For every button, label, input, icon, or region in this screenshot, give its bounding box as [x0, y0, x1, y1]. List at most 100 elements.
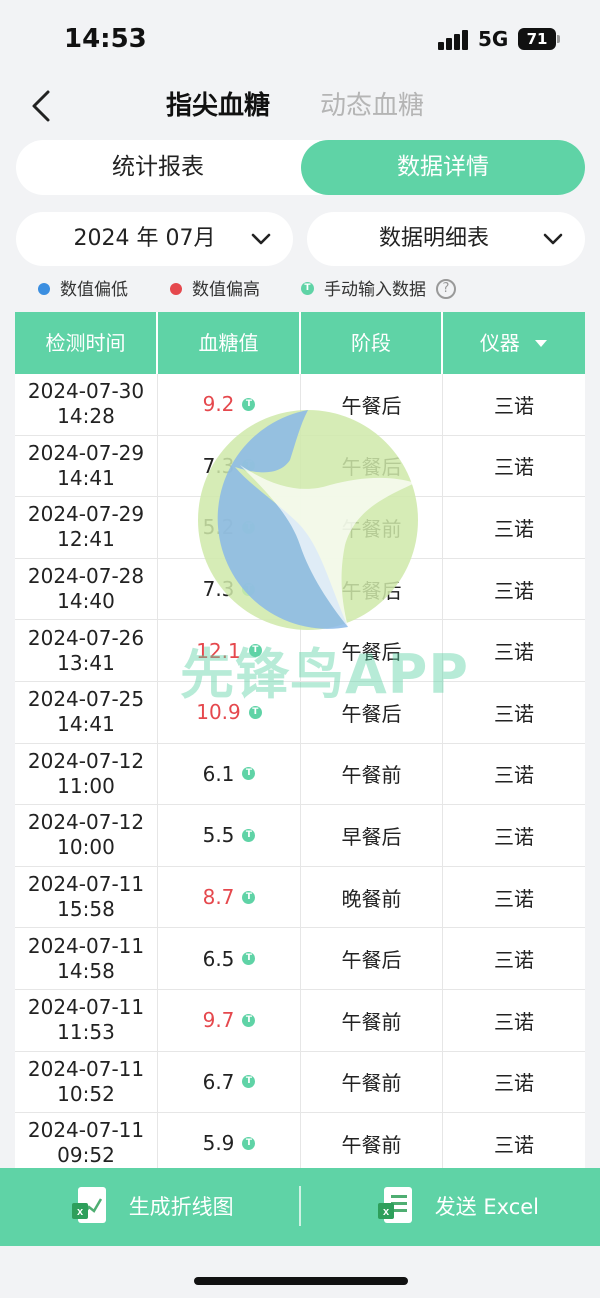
home-indicator	[194, 1277, 408, 1285]
cell-stage: 午餐后	[301, 928, 443, 989]
row-date: 2024-07-29	[27, 502, 145, 527]
segment-statistics-report[interactable]: 统计报表	[112, 154, 204, 180]
cell-test-time: 2024-07-29 12:41	[15, 497, 158, 558]
cell-test-time: 2024-07-26 13:41	[15, 620, 158, 681]
cell-device: 三诺	[443, 744, 585, 805]
table-row[interactable]: 2024-07-11 14:58 6.5 T 午餐后 三诺	[15, 928, 585, 990]
row-stage: 午餐后	[341, 948, 402, 973]
cell-test-time: 2024-07-11 11:53	[15, 989, 158, 1051]
row-device: 三诺	[494, 640, 534, 665]
manual-input-icon: T	[242, 767, 256, 781]
manual-input-icon: T	[242, 582, 256, 596]
row-device: 三诺	[494, 516, 534, 541]
cell-glucose-value: 5.2 T	[158, 497, 301, 558]
row-time: 12:41	[57, 527, 115, 552]
cell-device: 三诺	[443, 682, 585, 743]
legend-low: 数值偏低	[38, 278, 128, 302]
row-stage: 午餐后	[341, 455, 402, 480]
cell-stage: 午餐前	[301, 1051, 443, 1113]
row-time: 11:53	[57, 1020, 115, 1045]
generate-line-chart-button[interactable]: x 生成折线图	[70, 1168, 234, 1246]
row-date: 2024-07-11	[27, 872, 145, 897]
row-stage: 早餐后	[341, 824, 402, 849]
row-stage: 午餐前	[341, 1071, 402, 1096]
segment-data-details[interactable]: 数据详情	[301, 140, 585, 195]
table-row[interactable]: 2024-07-12 11:00 6.1 T 午餐前 三诺	[15, 743, 585, 806]
table-row[interactable]: 2024-07-30 14:28 9.2 T 午餐后 三诺	[15, 374, 585, 436]
signal-icon	[438, 30, 470, 50]
table-row[interactable]: 2024-07-11 11:53 9.7 T 午餐前 三诺	[15, 989, 585, 1052]
glucose-value: 6.1	[202, 761, 235, 786]
table-row[interactable]: 2024-07-29 12:41 5.2 T 午餐前 三诺	[15, 497, 585, 559]
table-row[interactable]: 2024-07-11 15:58 8.7 T 晚餐前 三诺	[15, 866, 585, 929]
manual-input-icon: T	[242, 520, 256, 534]
help-icon[interactable]: ?	[436, 278, 456, 299]
row-device: 三诺	[494, 578, 534, 603]
table-row[interactable]: 2024-07-25 14:41 10.9 T 午餐后 三诺	[15, 681, 585, 744]
header-device[interactable]: 仪器	[443, 312, 585, 374]
table-row[interactable]: 2024-07-11 09:52 5.9 T 午餐前 三诺	[15, 1113, 585, 1168]
cell-glucose-value: 12.1 T	[158, 620, 301, 681]
cell-stage: 午餐后	[301, 620, 443, 681]
glucose-value: 6.5	[202, 946, 235, 971]
cell-test-time: 2024-07-28 14:40	[15, 558, 158, 620]
row-date: 2024-07-11	[27, 995, 145, 1020]
send-excel-button[interactable]: x 发送 Excel	[376, 1168, 539, 1246]
table-row[interactable]: 2024-07-28 14:40 7.3 T 午餐后 三诺	[15, 558, 585, 621]
tab-dynamic-glucose[interactable]: 动态血糖	[320, 91, 425, 121]
cell-test-time: 2024-07-11 15:58	[15, 866, 158, 928]
cell-glucose-value: 10.9 T	[158, 681, 301, 743]
manual-input-icon: T	[242, 1013, 256, 1027]
row-stage: 午餐后	[341, 578, 402, 603]
status-bar: 14:53 5G 71	[0, 0, 600, 80]
glucose-value: 5.5	[202, 823, 235, 848]
glucose-value: 9.2	[202, 392, 235, 417]
month-dropdown[interactable]: 2024 年 07月	[16, 212, 293, 266]
cell-test-time: 2024-07-11 14:58	[15, 928, 158, 989]
view-type-dropdown[interactable]: 数据明细表	[307, 212, 585, 266]
cell-glucose-value: 8.7 T	[158, 866, 301, 928]
cell-glucose-value: 6.7 T	[158, 1051, 301, 1113]
cell-device: 三诺	[443, 620, 585, 681]
legend-manual: T 手动输入数据?	[301, 278, 456, 302]
manual-input-icon: T	[301, 282, 314, 295]
cell-glucose-value: 5.5 T	[158, 805, 301, 866]
glucose-value: 5.9	[202, 1131, 235, 1156]
svg-text:x: x	[77, 1206, 84, 1218]
cell-glucose-value: 9.2 T	[158, 374, 301, 435]
row-time: 15:58	[57, 897, 115, 922]
table-row[interactable]: 2024-07-29 14:41 7.3 T 午餐后 三诺	[15, 435, 585, 498]
cell-glucose-value: 6.5 T	[158, 928, 301, 989]
cell-stage: 晚餐前	[301, 866, 443, 928]
cell-stage: 午餐后	[301, 558, 443, 620]
cell-stage: 午餐前	[301, 743, 443, 805]
row-stage: 午餐后	[341, 640, 402, 665]
table-row[interactable]: 2024-07-12 10:00 5.5 T 早餐后 三诺	[15, 805, 585, 867]
row-device: 三诺	[494, 393, 534, 418]
cell-device: 三诺	[443, 436, 585, 497]
cell-device: 三诺	[443, 805, 585, 866]
glucose-value: 7.3	[202, 577, 235, 602]
glucose-value: 5.2	[202, 515, 235, 540]
cell-glucose-value: 7.3 T	[158, 435, 301, 497]
cell-glucose-value: 5.9 T	[158, 1113, 301, 1168]
row-date: 2024-07-30	[27, 379, 145, 404]
cell-stage: 午餐前	[301, 497, 443, 558]
row-device: 三诺	[494, 886, 534, 911]
sort-down-caret-icon	[535, 340, 548, 347]
cell-device: 三诺	[443, 1113, 585, 1168]
send-excel-label: 发送 Excel	[434, 1195, 539, 1219]
cell-test-time: 2024-07-12 11:00	[15, 743, 158, 805]
table-row[interactable]: 2024-07-11 10:52 6.7 T 午餐前 三诺	[15, 1051, 585, 1114]
tab-fingertip-glucose[interactable]: 指尖血糖	[166, 91, 271, 121]
back-arrow-icon[interactable]	[28, 88, 58, 124]
row-time: 14:28	[57, 404, 115, 429]
manual-input-icon: T	[242, 1136, 256, 1150]
row-stage: 午餐前	[341, 1132, 402, 1157]
table-row[interactable]: 2024-07-26 13:41 12.1 T 午餐后 三诺	[15, 620, 585, 682]
manual-input-icon: T	[248, 644, 262, 658]
cell-device: 三诺	[443, 559, 585, 620]
row-date: 2024-07-12	[27, 810, 145, 835]
manual-input-icon: T	[242, 397, 256, 411]
header-glucose-value: 血糖值	[158, 312, 301, 374]
